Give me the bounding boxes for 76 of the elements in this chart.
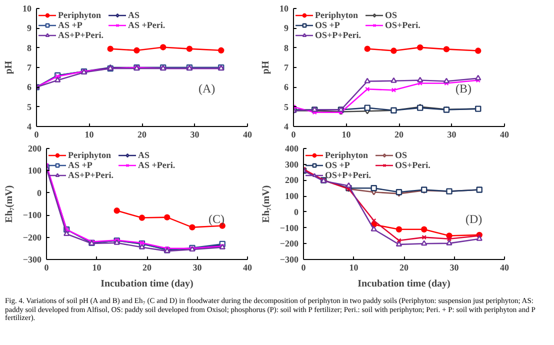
x-tick-label: 40 [243, 262, 252, 272]
x-tick-label: 20 [400, 262, 409, 272]
y-tick-label: 8 [27, 42, 32, 53]
legend-label: OS +P [315, 20, 341, 30]
legend-label: OS+Peri. [395, 160, 432, 170]
x-tick-label: 30 [190, 130, 200, 140]
legend-label: OS [385, 10, 398, 20]
y-tick-label: 200 [285, 175, 299, 186]
x-tick-label: 30 [450, 262, 460, 272]
y-tick-label: −200 [22, 232, 42, 242]
x-tick-label: 10 [349, 262, 359, 272]
y-tick-label: 400 [285, 144, 299, 154]
y-tick-label: 100 [285, 191, 299, 202]
legend-label: OS +P [325, 160, 351, 170]
y-tick-label: 7 [27, 62, 32, 72]
annotation: (D) [466, 212, 482, 226]
x-tick-label: 20 [142, 262, 152, 272]
y-tick-label: 0 [294, 206, 299, 217]
y-tick-label: 10 [22, 4, 32, 14]
legend-label: AS +Peri. [128, 20, 166, 30]
y-axis-title: pH [260, 60, 272, 74]
y-tick-label: 7 [284, 62, 289, 72]
legend-label: AS+P+Peri. [58, 30, 104, 40]
legend-label: AS [128, 10, 141, 20]
legend-label: AS+P+Peri. [68, 170, 114, 180]
x-tick-label: 10 [92, 262, 102, 272]
y-tick-label: 5 [27, 102, 32, 112]
legend-label: Periphyton [315, 10, 360, 20]
y-tick-label: 10 [280, 4, 289, 14]
legend-label: OS+P+Peri. [325, 170, 372, 180]
x-tick-label: 30 [447, 130, 457, 140]
x-tick-label: 20 [138, 130, 147, 140]
annotation: (A) [198, 82, 216, 96]
x-tick-label: 20 [394, 130, 404, 140]
y-tick-label: 4 [284, 122, 289, 132]
legend-label: OS+Peri. [385, 20, 422, 30]
x-tick-label: 40 [500, 262, 510, 272]
x-tick-label: 10 [84, 130, 94, 140]
x-axis-title: Incubation time (day) [358, 278, 450, 290]
legend-label: Periphyton [325, 150, 370, 160]
legend-label: Periphyton [58, 10, 102, 20]
x-axis-title: Incubation time (day) [100, 278, 194, 290]
x-tick-label: 30 [192, 262, 202, 272]
y-tick-label: −200 [280, 238, 299, 249]
y-axis-title: Eh₇(mV) [4, 185, 15, 223]
y-tick-label: 6 [27, 82, 32, 92]
y-axis-title: Eh₇(mV) [260, 185, 272, 223]
y-tick-label: 4 [27, 122, 32, 132]
y-tick-label: −100 [280, 222, 299, 233]
legend-label: AS +Peri. [138, 160, 176, 170]
y-tick-label: 0 [37, 188, 42, 198]
y-tick-label: −300 [22, 254, 42, 264]
x-tick-label: 40 [500, 130, 510, 140]
y-tick-label: 300 [285, 159, 299, 170]
y-tick-label: 9 [284, 23, 289, 34]
annotation: (C) [208, 212, 224, 226]
y-tick-label: −300 [280, 254, 299, 264]
y-tick-label: 6 [284, 82, 289, 92]
y-axis-title: pH [4, 60, 14, 74]
y-tick-label: 9 [27, 23, 32, 34]
x-tick-label: 0 [301, 262, 306, 272]
x-tick-label: 10 [342, 130, 352, 140]
y-tick-label: 8 [284, 42, 289, 53]
legend-label: OS [395, 150, 408, 160]
y-tick-label: −100 [22, 210, 42, 220]
x-tick-label: 40 [243, 130, 252, 140]
y-tick-label: 200 [28, 144, 42, 154]
legend-label: AS +P [58, 20, 84, 30]
y-tick-label: 100 [28, 166, 42, 176]
legend-label: Periphyton [68, 150, 112, 160]
legend-label: OS+P+Peri. [315, 30, 362, 40]
y-tick-label: 5 [284, 102, 289, 112]
annotation: (B) [456, 82, 472, 96]
x-tick-label: 0 [44, 262, 50, 272]
legend-label: AS [138, 150, 151, 160]
legend-label: AS +P [68, 160, 94, 170]
